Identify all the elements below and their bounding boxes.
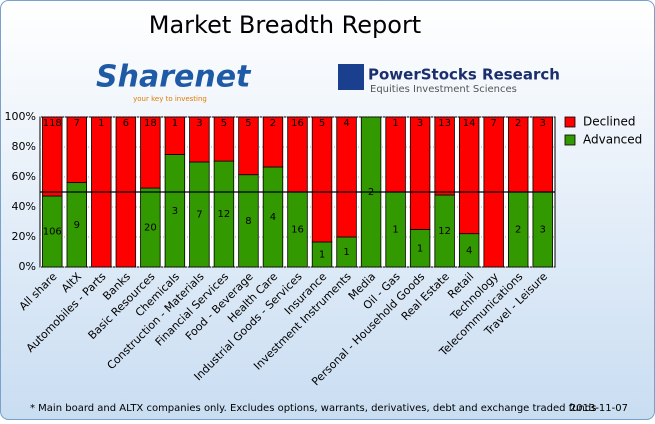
bar-segment	[238, 116, 259, 176]
y-tick-label: 60%	[12, 170, 36, 183]
data-label: 12	[438, 226, 451, 237]
logo-right-tagline: Equities Investment Sciences	[370, 84, 517, 95]
chart-title: Market Breadth Report	[149, 11, 421, 39]
data-label: 12	[218, 209, 231, 220]
data-label: 16	[291, 225, 304, 236]
data-label: 9	[74, 220, 80, 231]
data-label: 1	[392, 225, 398, 236]
data-label: 8	[245, 216, 251, 227]
data-label: 1	[172, 118, 178, 129]
legend-swatch	[564, 134, 576, 146]
data-label: 106	[43, 227, 62, 238]
data-label: 2	[270, 118, 276, 129]
data-label: 2	[515, 118, 521, 129]
footnote: * Main board and ALTX companies only. Ex…	[30, 403, 596, 414]
data-label: 4	[343, 118, 349, 129]
data-label: 3	[196, 118, 202, 129]
data-label: 1	[417, 243, 423, 254]
y-tick-label: 40%	[12, 200, 36, 213]
bar-segment	[164, 116, 186, 155]
logo-right: PowerStocks Research	[368, 66, 560, 84]
data-label: 6	[123, 118, 129, 129]
logo-left: Sharenet	[96, 60, 252, 95]
y-tick-label: 100%	[5, 110, 36, 123]
y-tick-label: 20%	[12, 230, 36, 243]
data-label: 20	[144, 223, 157, 234]
bar-segment	[458, 116, 480, 235]
y-tick-label: 0%	[19, 260, 36, 273]
data-label: 14	[463, 118, 476, 129]
data-label: 4	[270, 212, 276, 223]
data-label: 1	[98, 118, 104, 129]
logo-left-tagline: your key to investing	[133, 95, 207, 103]
data-label: 3	[172, 206, 178, 217]
data-label: 7	[491, 118, 497, 129]
data-label: 7	[74, 118, 80, 129]
legend-label: Declined	[583, 115, 636, 129]
bar-segment	[42, 116, 63, 197]
data-label: 3	[540, 118, 546, 129]
y-tick-label: 80%	[12, 140, 36, 153]
data-label: 18	[144, 118, 157, 129]
legend-label: Advanced	[583, 133, 642, 147]
bar-segment	[336, 116, 357, 238]
data-label: 1	[392, 118, 398, 129]
bar-segment	[140, 116, 161, 189]
data-label: 7	[196, 210, 202, 221]
bar-segment	[213, 116, 235, 162]
data-label: 1	[343, 247, 349, 258]
bar-segment	[434, 116, 455, 196]
bar-segment	[189, 116, 210, 163]
bar-segment	[262, 116, 284, 168]
data-label: 3	[417, 118, 423, 129]
data-label: 16	[291, 118, 304, 129]
data-label: 5	[245, 118, 251, 129]
data-label: 1	[319, 250, 325, 261]
data-label: 5	[319, 118, 325, 129]
bar-segment	[409, 116, 431, 230]
data-label: 5	[221, 118, 227, 129]
data-label: 3	[540, 225, 546, 236]
bar-segment	[311, 116, 333, 243]
date: 2013-11-07	[570, 403, 628, 414]
data-label: 118	[43, 118, 62, 129]
data-label: 13	[438, 118, 451, 129]
data-label: 4	[466, 245, 472, 256]
legend-swatch	[564, 116, 576, 128]
data-label: 2	[515, 225, 521, 236]
bar-segment	[66, 116, 87, 184]
logo-right-icon	[338, 64, 364, 90]
